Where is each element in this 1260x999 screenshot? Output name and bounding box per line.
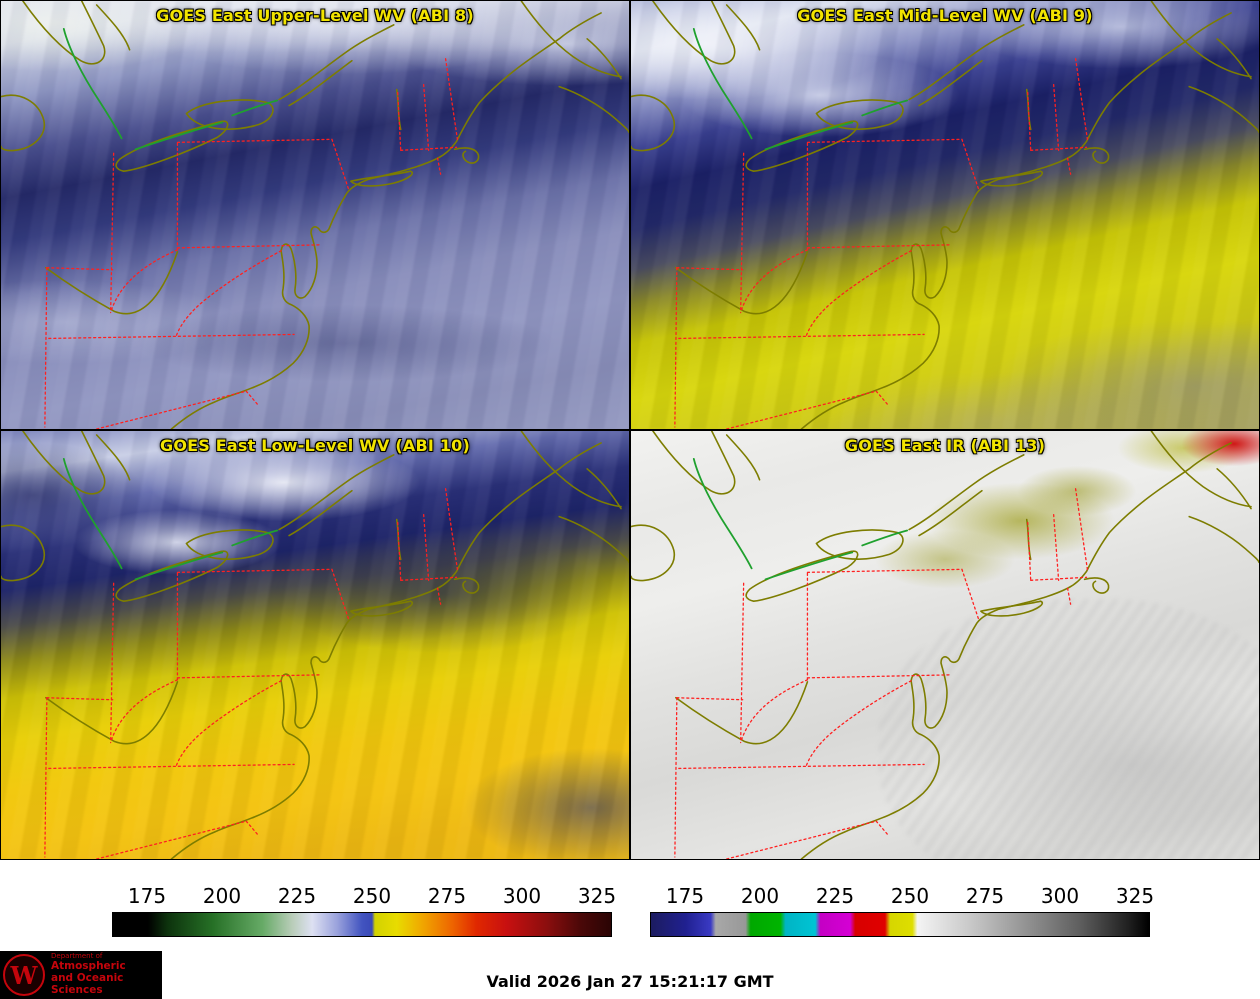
wv-streak-texture xyxy=(1,1,629,429)
quad-panel-grid: GOES East Upper-Level WV (ABI 8) GOES Ea… xyxy=(0,0,1260,860)
logo-line-atmospheric: Atmospheric xyxy=(51,960,126,973)
panel-title-abi8: GOES East Upper-Level WV (ABI 8) xyxy=(156,6,474,25)
ir-colorbar: 175 200 225 250 275 300 325 xyxy=(650,884,1154,937)
colorbar-tick: 250 xyxy=(352,884,392,908)
colorbar-tick: 275 xyxy=(965,884,1005,908)
map-overlay xyxy=(631,431,1259,859)
colorbar-tick: 325 xyxy=(577,884,617,908)
colorbar-tick: 200 xyxy=(202,884,242,908)
colorbar-tick: 200 xyxy=(740,884,780,908)
panel-ir: GOES East IR (ABI 13) xyxy=(630,430,1260,860)
valid-time: Valid 2026 Jan 27 15:21:17 GMT xyxy=(486,972,774,991)
wv-streak-texture xyxy=(1,431,629,859)
panel-title-abi13: GOES East IR (ABI 13) xyxy=(844,436,1046,455)
wv-colorbar: 175 200 225 250 275 300 325 xyxy=(112,884,616,937)
ir-colorbar-ticks: 175 200 225 250 275 300 325 xyxy=(650,884,1154,912)
uw-crest-icon: W xyxy=(3,954,45,996)
wv-streak-texture xyxy=(631,1,1259,429)
colorbar-tick: 325 xyxy=(1115,884,1155,908)
panel-title-abi9: GOES East Mid-Level WV (ABI 9) xyxy=(797,6,1093,25)
panel-mid-level-wv: GOES East Mid-Level WV (ABI 9) xyxy=(630,0,1260,430)
uw-aos-logo-text: Department of Atmospheric and Oceanic Sc… xyxy=(51,953,162,996)
colorbar-tick: 175 xyxy=(127,884,167,908)
colorbar-tick: 250 xyxy=(890,884,930,908)
colorbar-tick: 275 xyxy=(427,884,467,908)
cloud-street-texture xyxy=(879,599,1259,859)
uw-aos-logo: W Department of Atmospheric and Oceanic … xyxy=(0,951,162,999)
panel-upper-level-wv: GOES East Upper-Level WV (ABI 8) xyxy=(0,0,630,430)
colorbar-tick: 225 xyxy=(277,884,317,908)
map-overlay xyxy=(1,431,629,859)
colorbar-tick: 300 xyxy=(502,884,542,908)
panel-low-level-wv: GOES East Low-Level WV (ABI 10) xyxy=(0,430,630,860)
panel-title-abi10: GOES East Low-Level WV (ABI 10) xyxy=(159,436,470,455)
logo-line-oceanic: and Oceanic Sciences xyxy=(51,972,124,996)
map-overlay xyxy=(631,1,1259,429)
logo-line-department: Department of xyxy=(51,952,103,961)
colorbar-tick: 175 xyxy=(665,884,705,908)
wv-colorbar-gradient xyxy=(112,912,612,937)
colorbar-tick: 225 xyxy=(815,884,855,908)
colorbar-tick: 300 xyxy=(1040,884,1080,908)
ir-colorbar-gradient xyxy=(650,912,1150,937)
wv-colorbar-ticks: 175 200 225 250 275 300 325 xyxy=(112,884,616,912)
colorbar-row: 175 200 225 250 275 300 325 175 200 225 … xyxy=(0,860,1260,952)
map-overlay xyxy=(1,1,629,429)
